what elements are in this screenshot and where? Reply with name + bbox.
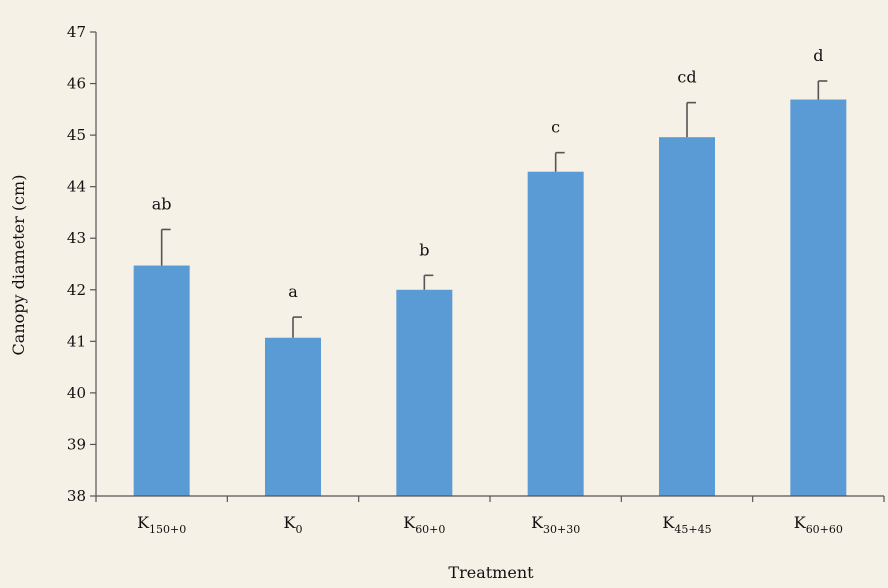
bar [396, 289, 453, 496]
y-tick-label: 44 [67, 178, 86, 196]
x-category-main: K [794, 513, 807, 532]
y-tick-label: 39 [67, 435, 86, 453]
y-tick-label: 45 [67, 126, 86, 144]
x-category-main: K [662, 513, 675, 532]
y-tick-label: 43 [67, 229, 86, 247]
significance-label: a [288, 282, 298, 301]
y-tick-label: 38 [67, 487, 86, 505]
x-category-subscript: 150+0 [149, 523, 186, 536]
x-category-label: K0 [284, 513, 303, 536]
x-category-subscript: 60+60 [806, 523, 843, 536]
bar [659, 137, 715, 496]
x-category-main: K [137, 513, 150, 532]
significance-label: cd [677, 68, 696, 87]
x-category-label: K150+0 [137, 513, 186, 536]
error-bars-layer [160, 80, 828, 338]
significance-label: d [813, 46, 823, 65]
x-category-subscript: 60+0 [415, 523, 445, 536]
y-tick-label: 41 [67, 332, 86, 350]
y-tick-label: 42 [67, 281, 86, 299]
x-category-label: K60+60 [794, 513, 843, 536]
x-axis: K150+0 K0 K60+0 K30+30 K45+45 K60+60 [95, 495, 885, 536]
y-axis: 38 39 40 41 42 43 44 45 46 47 [67, 23, 97, 505]
x-category-subscript: 0 [295, 523, 302, 536]
bars-layer [133, 99, 847, 496]
bar [790, 99, 847, 496]
x-category-main: K [403, 513, 416, 532]
significance-label: ab [152, 194, 172, 213]
bar [527, 171, 584, 496]
x-category-label: K60+0 [403, 513, 445, 536]
significance-label: b [419, 240, 429, 259]
bar [133, 265, 190, 496]
x-category-main: K [531, 513, 544, 532]
x-category-main: K [284, 513, 297, 532]
x-category-subscript: 30+30 [543, 523, 580, 536]
x-category-label: K45+45 [662, 513, 711, 536]
bar [265, 337, 321, 496]
significance-label: c [551, 118, 560, 137]
x-axis-title: Treatment [448, 563, 534, 582]
x-category-label: K30+30 [531, 513, 580, 536]
y-tick-label: 46 [67, 75, 86, 93]
y-tick-label: 47 [67, 23, 86, 41]
y-tick-label: 40 [67, 384, 86, 402]
x-category-subscript: 45+45 [674, 523, 711, 536]
y-axis-title: Canopy diameter (cm) [9, 175, 28, 356]
